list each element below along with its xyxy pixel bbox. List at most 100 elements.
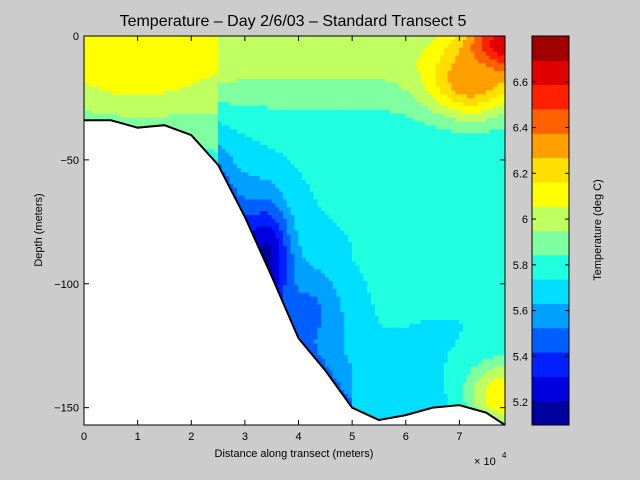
- contour-cell: [187, 98, 192, 103]
- contour-cell: [267, 164, 273, 169]
- contour-cell: [91, 109, 97, 115]
- contour-cell: [244, 195, 250, 200]
- contour-cell: [214, 59, 219, 64]
- contour-cell: [168, 86, 173, 92]
- contour-cell: [141, 82, 146, 88]
- contour-cell: [229, 47, 234, 53]
- contour-cell: [271, 207, 276, 212]
- contour-cell: [248, 164, 253, 169]
- contour-cell: [156, 90, 162, 95]
- contour-cell: [122, 55, 127, 60]
- contour-cell: [198, 43, 204, 49]
- contour-cell: [129, 51, 135, 57]
- contour-cell: [126, 90, 131, 95]
- contour-cell: [214, 156, 219, 162]
- contour-cell: [244, 74, 250, 80]
- contour-cell: [191, 39, 196, 45]
- contour-cell: [252, 183, 257, 189]
- contour-cell: [256, 207, 261, 212]
- contour-cell: [187, 39, 192, 45]
- contour-cell: [225, 39, 231, 45]
- contour-cell: [217, 98, 223, 103]
- contour-cell: [183, 98, 188, 103]
- contour-cell: [267, 207, 273, 212]
- contour-cell: [263, 90, 269, 95]
- contour-cell: [233, 117, 238, 123]
- contour-cell: [84, 78, 89, 84]
- contour-cell: [263, 43, 269, 49]
- contour-cell: [110, 36, 116, 41]
- contour-cell: [256, 218, 261, 224]
- contour-cell: [191, 94, 196, 99]
- contour-cell: [267, 230, 273, 235]
- contour-cell: [118, 98, 123, 103]
- contour-cell: [172, 98, 177, 103]
- contour-cell: [179, 51, 185, 57]
- contour-cell: [237, 179, 242, 185]
- contour-cell: [233, 43, 238, 49]
- contour-cell: [260, 133, 265, 138]
- contour-cell: [114, 82, 120, 88]
- contour-cell: [260, 113, 265, 119]
- contour-cell: [149, 106, 154, 111]
- contour-cell: [187, 90, 192, 95]
- contour-cell: [210, 47, 215, 53]
- contour-cell: [210, 121, 215, 127]
- contour-cell: [256, 82, 261, 88]
- contour-cell: [133, 74, 139, 80]
- contour-cell: [240, 78, 246, 84]
- contour-cell: [237, 152, 242, 158]
- contour-cell: [221, 63, 227, 68]
- contour-cell: [129, 63, 135, 68]
- contour-cell: [160, 43, 165, 49]
- contour-cell: [267, 253, 273, 259]
- contour-cell: [240, 156, 246, 162]
- contour-cell: [237, 98, 242, 103]
- contour-cell: [240, 86, 246, 92]
- contour-cell: [271, 106, 276, 111]
- contour-cell: [202, 51, 208, 57]
- contour-cell: [198, 98, 204, 103]
- contour-cell: [202, 39, 208, 45]
- contour-cell: [156, 47, 162, 53]
- contour-cell: [233, 137, 238, 142]
- contour-cell: [271, 176, 276, 181]
- contour-cell: [229, 106, 234, 111]
- contour-cell: [168, 121, 173, 127]
- contour-cell: [149, 74, 154, 80]
- contour-cell: [137, 121, 143, 127]
- contour-cell: [91, 102, 97, 107]
- contour-cell: [187, 47, 192, 53]
- contour-cell: [202, 74, 208, 80]
- contour-cell: [91, 36, 97, 41]
- contour-cell: [244, 36, 250, 41]
- contour-cell: [240, 168, 246, 173]
- contour-cell: [129, 43, 135, 49]
- contour-cell: [210, 94, 215, 99]
- contour-cell: [126, 59, 131, 64]
- contour-cell: [95, 106, 100, 111]
- contour-cell: [137, 43, 143, 49]
- contour-cell: [156, 43, 162, 49]
- contour-cell: [260, 141, 265, 146]
- contour-cell: [118, 74, 123, 80]
- contour-cell: [237, 74, 242, 80]
- contour-cell: [103, 78, 108, 84]
- contour-cell: [260, 168, 265, 173]
- contour-cell: [221, 39, 227, 45]
- contour-cell: [229, 168, 234, 173]
- contour-cell: [133, 55, 139, 60]
- contour-cell: [237, 109, 242, 115]
- contour-cell: [95, 86, 100, 92]
- contour-cell: [152, 90, 158, 95]
- contour-cell: [118, 117, 123, 123]
- contour-cell: [260, 179, 265, 185]
- contour-cell: [225, 86, 231, 92]
- contour-cell: [126, 86, 131, 92]
- contour-cell: [248, 39, 253, 45]
- contour-cell: [267, 125, 273, 130]
- contour-cell: [114, 106, 120, 111]
- contour-cell: [237, 82, 242, 88]
- contour-cell: [260, 98, 265, 103]
- contour-cell: [156, 67, 162, 72]
